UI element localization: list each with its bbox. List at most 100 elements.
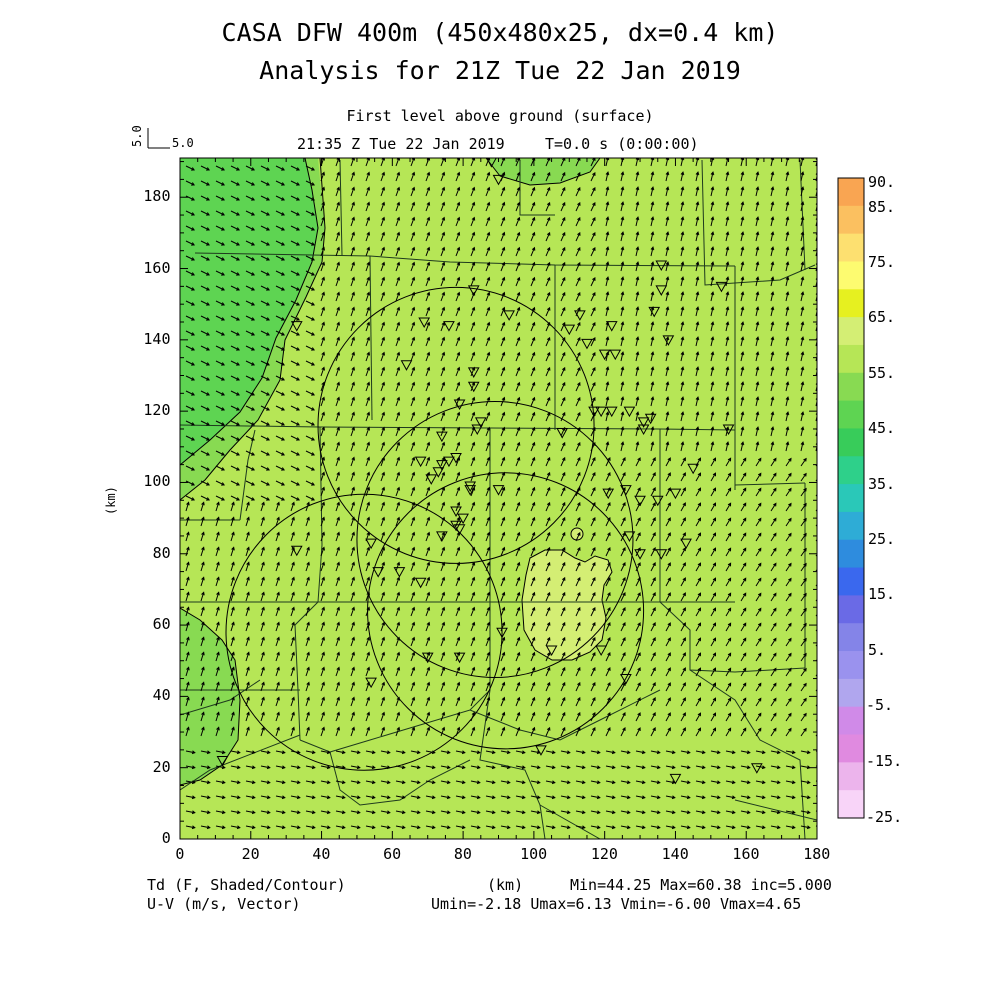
wind-vector [440,471,446,482]
wind-vector [590,231,596,242]
wind-vector [710,750,721,755]
wind-vector [455,171,461,182]
wind-vector [305,750,316,755]
wind-vector [470,696,476,707]
wind-vector [755,426,760,437]
wind-vector [755,246,760,257]
wind-vector [680,381,685,392]
wind-vector [560,276,566,287]
wind-vector [320,651,325,662]
wind-vector [530,231,536,242]
wind-vector [710,216,715,227]
wind-vector [485,321,491,332]
colorbar-swatch [838,678,864,708]
wind-vector [290,315,301,321]
wind-vector [395,456,401,467]
wind-vector [455,810,466,815]
wind-vector [695,411,700,422]
wind-vector [245,495,256,501]
wind-vector [245,435,256,441]
wind-vector [575,516,581,527]
wind-vector [635,158,640,167]
wind-vector [440,726,446,737]
wind-vector [305,636,310,647]
wind-vector [695,457,702,467]
wind-vector [755,825,766,830]
wind-vector [260,591,265,602]
wind-vector [725,201,730,212]
wind-vector [425,381,431,392]
wind-vector [455,158,461,167]
wind-vector [575,591,581,602]
wind-vector [260,255,271,261]
wind-vector [185,621,190,632]
wind-vector [200,285,211,291]
wind-vector [635,727,641,737]
wind-vector [650,547,656,557]
wind-vector [365,696,370,707]
wind-vector [350,825,361,830]
wind-vector [695,246,700,257]
wind-vector [740,547,747,557]
county-line [329,689,661,753]
wind-vector [590,825,601,830]
wind-vector [230,285,241,291]
wind-vector [350,576,355,587]
wind-vector [215,726,220,737]
colorbar-label: 25. [868,530,896,548]
wind-vector [695,667,702,677]
wind-vector [215,696,220,707]
wind-vector [755,171,760,182]
plot-title-line1: CASA DFW 400m (450x480x25, dx=0.4 km) [221,18,779,47]
wind-vector [455,306,461,317]
wind-vector [185,465,196,471]
wind-vector [335,456,340,467]
wind-vector [185,405,196,411]
wind-vector [590,711,596,722]
wind-vector [320,411,325,422]
wind-vector [620,750,631,755]
wind-vector [650,457,656,467]
wind-vector [380,471,385,482]
wind-vector [335,411,340,422]
wind-vector [365,456,370,467]
wind-vector [320,171,325,182]
wind-vector [245,825,256,830]
wind-vector [695,712,702,722]
wind-vector [695,517,702,527]
wind-vector [515,246,521,257]
wind-vector [305,195,316,201]
wind-vector [290,780,301,785]
wind-vector [200,330,211,336]
wind-vector [200,165,211,171]
wind-vector [260,330,271,336]
wind-vector [275,765,286,770]
wind-vector [260,375,271,381]
wind-vector [200,420,211,426]
wind-vector [620,426,625,437]
contour-60 [521,549,613,661]
wind-vector [710,261,715,272]
wind-vector [200,360,211,366]
wind-vector [470,810,481,815]
wind-vector [305,240,316,246]
wind-vector [635,171,640,182]
wind-vector [425,366,431,377]
wind-vector [395,201,401,212]
wind-vector [755,441,760,452]
wind-vector [590,216,596,227]
wind-vector [350,546,355,557]
wind-vector [185,636,190,647]
county-line [369,255,373,421]
wind-vector [335,171,340,182]
wind-vector [395,426,401,437]
wind-vector [425,201,431,212]
wind-vector [230,420,241,426]
wind-vector [515,396,521,407]
wind-vector [365,651,370,662]
wind-vector [470,186,476,197]
wind-vector [755,276,760,287]
wind-vector [200,375,211,381]
wind-vector [440,231,446,242]
wind-vector [680,712,686,722]
